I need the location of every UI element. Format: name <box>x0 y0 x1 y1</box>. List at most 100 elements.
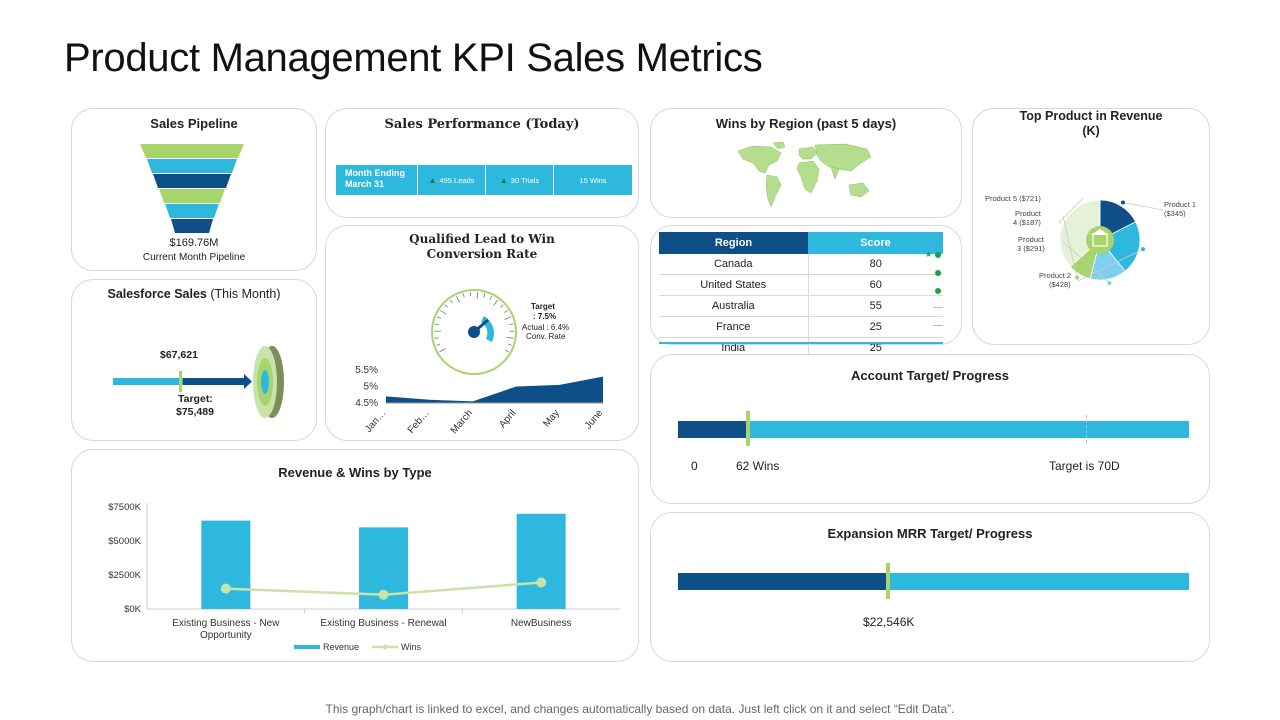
region-score-table: Region Score Canada 80 United States 60 Au… <box>659 232 943 359</box>
gauge-tick <box>504 349 509 353</box>
x-category-label: Opportunity <box>200 630 252 641</box>
account-zero-label: 0 <box>691 459 698 473</box>
triangle-up-icon: ▲ <box>428 175 437 185</box>
map-south-america <box>765 174 782 208</box>
salesforce-sales-card: Salesforce Sales (This Month) $67,621 Ta… <box>71 279 317 441</box>
revenue-wins-title: Revenue & Wins by Type <box>278 465 432 480</box>
performance-strip: Month Ending March 31 ▲ 495 Leads ▲ 30 Tri… <box>336 165 632 195</box>
sales-performance-title: Sales Performance (Today) <box>384 117 580 132</box>
map-north-america <box>737 145 782 174</box>
wins-point <box>220 583 231 594</box>
account-target-dash <box>1086 415 1087 443</box>
performance-cell-trials: ▲ 30 Trials <box>486 165 554 195</box>
gauge-tick <box>439 348 446 353</box>
gauge-tick <box>436 316 441 319</box>
top-product-title-1: Top Product in Revenue <box>1019 109 1163 123</box>
mrr-progress-fill <box>678 573 888 590</box>
map-africa <box>796 160 820 194</box>
pie-leader-line <box>1077 248 1144 282</box>
top-product-card: Top Product in Revenue (K) Product 5 ($7… <box>972 108 1210 345</box>
mrr-progress-marker <box>885 563 890 599</box>
wins-point <box>378 589 389 600</box>
map-india <box>830 166 840 180</box>
region-table-card: Region Score Canada 80 United States 60 Au… <box>650 225 962 359</box>
funnel-layer-3 <box>153 174 231 188</box>
gauge-target-2: : 7.5% <box>533 312 557 321</box>
pie-label-p2b: ($428) <box>1049 280 1071 289</box>
account-progress-fill <box>678 421 748 438</box>
salesforce-target-value: $75,489 <box>176 406 214 418</box>
star-icon: ★ <box>925 250 933 259</box>
map-australia <box>848 182 870 198</box>
gauge-tick <box>506 336 514 339</box>
pie-label-p4b: 4 ($187) <box>1013 218 1041 227</box>
gauge-tick <box>507 343 512 346</box>
progress-arrow-light <box>113 378 183 385</box>
pie-slice <box>1059 199 1101 268</box>
pie-leader-dot <box>1141 247 1146 252</box>
trials-text: 30 Trials <box>510 175 540 185</box>
wins-point <box>536 577 547 588</box>
performance-cell-wins: 15 Wins <box>579 175 607 185</box>
score-cell: 25 <box>808 316 943 338</box>
funnel-layer-6 <box>171 219 213 233</box>
funnel-layer-5 <box>165 204 219 218</box>
table-row: Australia 55 <box>659 295 943 317</box>
account-wins-label: 62 Wins <box>736 459 780 473</box>
conversion-title-1: Qualified Lead to Win <box>409 232 555 246</box>
pie-leader-line <box>1122 202 1164 211</box>
gauge-tick <box>444 304 448 308</box>
mrr-value-label: $22,546K <box>863 615 915 629</box>
revenue-bar <box>516 513 566 609</box>
gauge-tick <box>504 310 508 313</box>
score-cell: 55 <box>808 295 943 317</box>
x-tick-label: March <box>449 408 475 436</box>
revenue-bar <box>201 520 251 609</box>
triangle-up-icon: ▲ <box>499 175 508 185</box>
table-row: Canada 80 <box>659 254 943 275</box>
bank-roof <box>1091 229 1109 235</box>
dart-board-center <box>261 370 269 394</box>
y-tick-label: 5% <box>364 382 379 393</box>
pie-leader-dot <box>1075 275 1080 280</box>
gauge-tick <box>509 323 514 326</box>
y-tick-label: 4.5% <box>355 398 378 409</box>
expansion-mrr-title: Expansion MRR Target/ Progress <box>827 526 1033 541</box>
status-dot-icon <box>935 270 941 276</box>
map-asia <box>814 143 872 172</box>
status-dash-icon <box>933 325 943 326</box>
top-product-pie <box>1057 197 1164 285</box>
pie-label-p1a: Product 1 <box>1164 200 1197 209</box>
pie-label-p3a: Product <box>1018 235 1044 244</box>
x-tick-label: June <box>583 408 606 432</box>
account-target-card: Account Target/ Progress 0 62 Wins Targe… <box>650 354 1210 504</box>
y-tick-label: $5000K <box>108 536 141 547</box>
conversion-title-2: Conversion Rate <box>426 247 538 261</box>
footer-note: This graph/chart is linked to excel, and… <box>325 702 955 716</box>
region-cell: Australia <box>659 295 809 317</box>
progress-arrow-dark <box>183 378 247 385</box>
x-category-label: Existing Business - New <box>172 618 280 629</box>
sales-pipeline-card: Sales Pipeline $169.76M Current Month Pi… <box>71 108 317 271</box>
conversion-area-chart: 5.5% 5% 4.5%Jan… Feb… March April May June <box>355 365 606 436</box>
gauge-tick <box>504 316 512 320</box>
status-dot-icon <box>935 252 941 258</box>
region-cell: Canada <box>659 254 809 275</box>
sales-performance-card: Sales Performance (Today) Month Ending M… <box>325 108 639 218</box>
salesforce-value: $67,621 <box>160 349 198 361</box>
account-target-label: Target is 70D <box>1049 459 1120 473</box>
gauge-tick <box>489 295 492 300</box>
gauge-actual-1: Actual : 6.4% <box>522 323 570 332</box>
sales-pipeline-title: Sales Pipeline <box>150 116 238 131</box>
gauge-tick <box>436 343 441 346</box>
gauge-hub <box>468 326 480 338</box>
region-header: Region <box>659 232 808 254</box>
score-header: Score <box>808 232 943 254</box>
salesforce-target-label: Target: <box>178 393 213 405</box>
pie-label-p2a: Product 2 <box>1039 271 1072 280</box>
score-cell: 80 <box>808 254 943 275</box>
table-row: United States 60 <box>659 274 943 296</box>
world-map <box>737 141 872 208</box>
salesforce-title: Salesforce Sales (This Month) <box>72 287 316 301</box>
conversion-rate-card: Qualified Lead to Win Conversion Rate Ta… <box>325 225 639 441</box>
